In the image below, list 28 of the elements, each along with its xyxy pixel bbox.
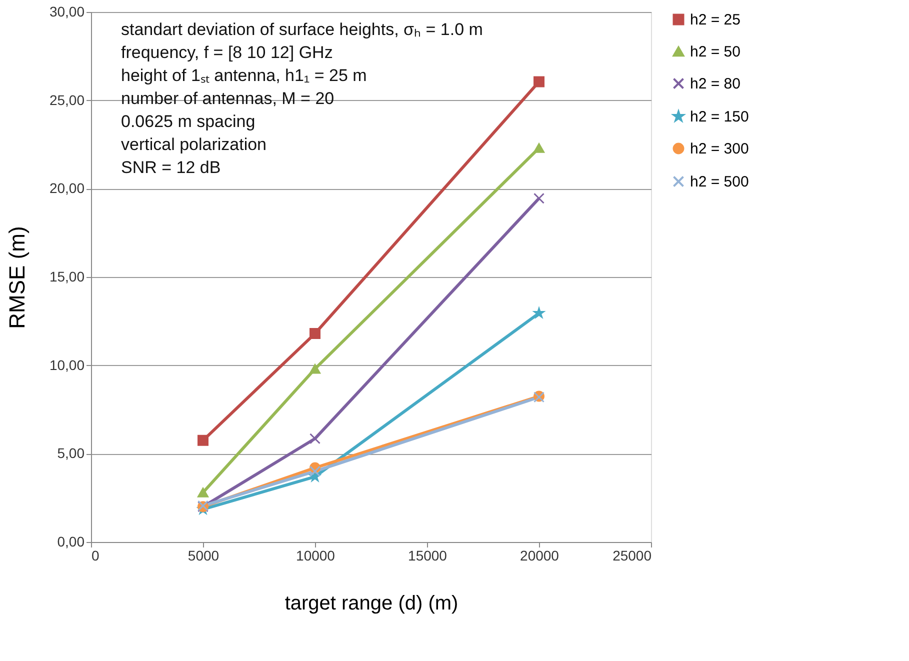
annotation: frequency, f = [8 10 12] GHz [121,43,333,62]
y-axis-title: RMSE (m) [4,226,30,329]
annotation: standart deviation of surface heights, σₕ = 1.0 m [121,20,483,39]
x-axis-title: target range (d) (m) [284,592,458,614]
x-tick-label: 0 [92,548,100,564]
x-tick-label: 25000 [612,548,652,564]
legend-label: h2 = 150 [690,108,749,126]
y-tick-label: 5,00 [57,445,85,462]
x-tick-label: 10000 [296,548,336,564]
y-tick-label: 25,00 [49,92,85,108]
legend-label: h2 = 80 [690,76,740,92]
annotation: SNR = 12 dB [121,158,221,177]
annotation: number of antennas, M = 20 [121,89,334,108]
y-tick-label: 30,00 [49,4,85,20]
legend-label: h2 = 500 [690,174,749,190]
annotation: 0.0625 m spacing [121,112,256,131]
y-tick-label: 15,00 [49,268,85,284]
y-tick-label: 20,00 [49,180,85,196]
legend-label: h2 = 25 [690,12,740,28]
x-tick-label: 5000 [188,548,220,564]
annotation: height of 1ₛₜ antenna, h1₁ = 25 m [121,66,367,85]
legend-label: h2 = 300 [690,140,749,158]
annotation: vertical polarization [121,135,267,154]
y-tick-label: 0,00 [57,534,85,550]
x-tick-label: 15000 [408,548,448,564]
legend-label: h2 = 50 [690,44,740,60]
y-tick-label: 10,00 [49,356,85,373]
x-tick-label: 20000 [520,548,560,564]
